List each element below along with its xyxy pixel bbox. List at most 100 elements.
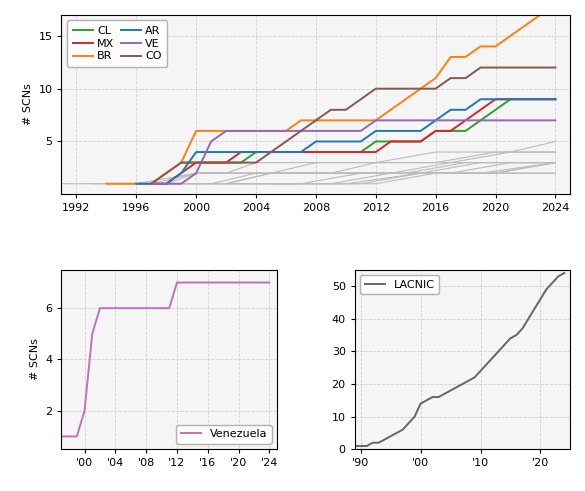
Venezuela	[58, 434, 65, 439]
AR	[133, 181, 140, 187]
LACNIC	[423, 397, 430, 403]
MX	[357, 149, 364, 155]
CO	[342, 107, 349, 113]
BR	[522, 23, 529, 28]
AR	[253, 149, 260, 155]
CO	[492, 65, 499, 71]
AR	[328, 138, 335, 144]
CL	[208, 160, 215, 165]
LACNIC	[477, 368, 484, 374]
Venezuela	[181, 279, 188, 285]
LACNIC	[513, 332, 520, 338]
CO	[417, 86, 424, 92]
Line: VE: VE	[152, 120, 555, 184]
MX	[253, 149, 260, 155]
LACNIC	[507, 335, 514, 341]
VE	[253, 128, 260, 134]
LACNIC	[411, 414, 418, 420]
AR	[342, 138, 349, 144]
Line: Venezuela: Venezuela	[61, 282, 269, 436]
LACNIC	[357, 443, 364, 449]
MX	[297, 149, 304, 155]
BR	[357, 117, 364, 123]
CL	[537, 96, 544, 102]
MX	[283, 149, 290, 155]
Venezuela	[143, 305, 150, 311]
Line: CO: CO	[152, 68, 555, 184]
LACNIC	[501, 342, 508, 348]
Venezuela	[219, 279, 226, 285]
AR	[522, 96, 529, 102]
MX	[238, 149, 245, 155]
LACNIC	[447, 387, 454, 393]
Venezuela	[127, 305, 134, 311]
AR	[238, 149, 245, 155]
VE	[267, 128, 274, 134]
LACNIC	[351, 443, 358, 449]
MX	[447, 128, 454, 134]
Venezuela	[104, 305, 111, 311]
CO	[552, 65, 559, 71]
MX	[148, 181, 155, 187]
LACNIC	[489, 355, 496, 361]
AR	[417, 128, 424, 134]
VE	[163, 181, 170, 187]
BR	[118, 181, 125, 187]
LACNIC	[405, 420, 412, 426]
AR	[462, 107, 469, 113]
CL	[283, 149, 290, 155]
CO	[222, 160, 229, 165]
MX	[462, 117, 469, 123]
LACNIC	[525, 316, 532, 322]
CO	[208, 160, 215, 165]
VE	[462, 117, 469, 123]
AR	[178, 170, 185, 176]
AR	[492, 96, 499, 102]
LACNIC	[417, 401, 424, 407]
BR	[372, 117, 379, 123]
LACNIC	[543, 286, 550, 292]
VE	[432, 117, 439, 123]
BR	[148, 181, 155, 187]
BR	[417, 86, 424, 92]
BR	[103, 181, 110, 187]
VE	[417, 117, 424, 123]
AR	[432, 117, 439, 123]
VE	[297, 128, 304, 134]
AR	[148, 181, 155, 187]
MX	[178, 170, 185, 176]
Legend: LACNIC: LACNIC	[360, 275, 439, 294]
VE	[283, 128, 290, 134]
CL	[552, 96, 559, 102]
MX	[208, 160, 215, 165]
CL	[492, 107, 499, 113]
AR	[163, 181, 170, 187]
Legend: Venezuela: Venezuela	[176, 425, 271, 444]
Venezuela	[266, 279, 273, 285]
BR	[312, 117, 319, 123]
CO	[238, 160, 245, 165]
Venezuela	[119, 305, 126, 311]
MX	[222, 160, 229, 165]
AR	[537, 96, 544, 102]
MX	[432, 128, 439, 134]
CL	[238, 160, 245, 165]
CL	[507, 96, 514, 102]
BR	[552, 12, 559, 18]
BR	[387, 107, 394, 113]
BR	[238, 128, 245, 134]
CL	[328, 149, 335, 155]
MX	[402, 138, 409, 144]
CO	[432, 86, 439, 92]
BR	[178, 160, 185, 165]
CO	[328, 107, 335, 113]
Venezuela	[97, 305, 104, 311]
VE	[208, 138, 215, 144]
LACNIC	[537, 296, 544, 302]
CL	[387, 138, 394, 144]
Venezuela	[73, 434, 80, 439]
BR	[222, 128, 229, 134]
BR	[328, 117, 335, 123]
Venezuela	[112, 305, 119, 311]
LACNIC	[393, 430, 400, 436]
